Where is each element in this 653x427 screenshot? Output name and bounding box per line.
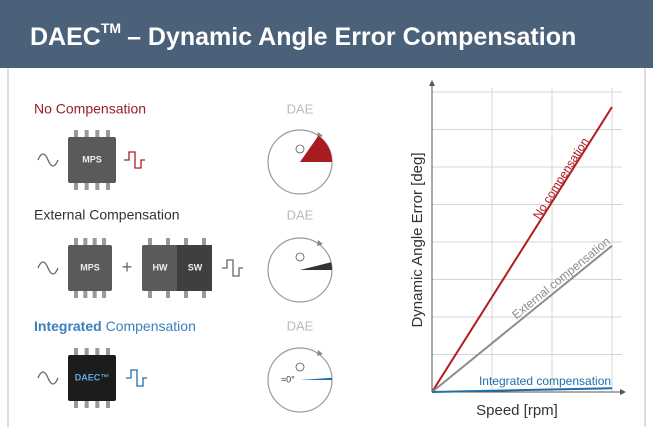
series-line (432, 388, 612, 392)
chip-pin (166, 290, 170, 298)
chip-label: MPS (82, 154, 102, 164)
row-title: Integrated Compensation (34, 318, 196, 334)
title-rest: – Dynamic Angle Error Compensation (127, 23, 576, 51)
chip-pin (93, 290, 97, 298)
dae-label: DAE (287, 318, 314, 333)
series-line (432, 246, 612, 392)
square-wave (126, 370, 147, 386)
chip-pin (74, 348, 78, 356)
title-bold: Integrated (34, 318, 102, 334)
chip-pin (85, 182, 89, 190)
chip-pin (85, 400, 89, 408)
chip-pin (83, 290, 87, 298)
chip-pin (93, 238, 97, 246)
dae-label: DAE (287, 207, 314, 222)
chip-pin (95, 182, 99, 190)
chip-pin (148, 238, 152, 246)
chip-pin (74, 130, 78, 138)
chip-pin (74, 238, 78, 246)
chip-pin (83, 238, 87, 246)
sine-wave (38, 262, 58, 274)
chip-pin (166, 238, 170, 246)
chip-pin (202, 290, 206, 298)
chip-pin (95, 348, 99, 356)
sine-wave (38, 372, 58, 384)
series-label: No compensation (530, 135, 592, 221)
chip-pin (106, 130, 110, 138)
square-wave (124, 152, 145, 168)
series-label: External compensation (509, 234, 613, 322)
y-axis-arrow (429, 80, 435, 86)
chip-pin (85, 348, 89, 356)
x-axis-arrow (620, 389, 626, 395)
chip-pin (184, 290, 188, 298)
row-title: No Compensation (34, 101, 146, 117)
chip-pin (202, 238, 206, 246)
chip-pin (106, 400, 110, 408)
dial-label: ≈0° (281, 374, 295, 384)
x-axis-label: Speed [rpm] (476, 402, 558, 419)
chip-pin (95, 130, 99, 138)
page: {"header": {"title_main": "DAEC", "title… (0, 0, 653, 427)
chip-pin (85, 130, 89, 138)
sine-wave (38, 154, 58, 166)
row-title: External Compensation (34, 207, 180, 223)
plus: + (122, 257, 133, 277)
chip-label: DAEC™ (75, 372, 110, 382)
chip-pin (106, 348, 110, 356)
chip-pin (184, 238, 188, 246)
series-label: Integrated compensation (479, 374, 611, 388)
title-main: DAEC (30, 23, 101, 51)
y-axis-label: Dynamic Angle Error [deg] (409, 152, 426, 327)
title-rest: Compensation (106, 318, 196, 334)
chip-pin (148, 290, 152, 298)
chip-pin (74, 400, 78, 408)
chip-pin (106, 182, 110, 190)
chip-pin (74, 290, 78, 298)
chip-label: MPS (80, 262, 100, 272)
square-wave (222, 260, 243, 276)
chip-pin (95, 400, 99, 408)
chip-label: SW (188, 262, 203, 272)
chip-pin (102, 238, 106, 246)
slide: DAECTM – Dynamic Angle Error Compensation… (0, 0, 653, 427)
dae-label: DAE (287, 101, 314, 116)
chip-pin (74, 182, 78, 190)
title-sup: TM (101, 20, 121, 36)
chip-label: HW (153, 262, 168, 272)
chip-pin (102, 290, 106, 298)
